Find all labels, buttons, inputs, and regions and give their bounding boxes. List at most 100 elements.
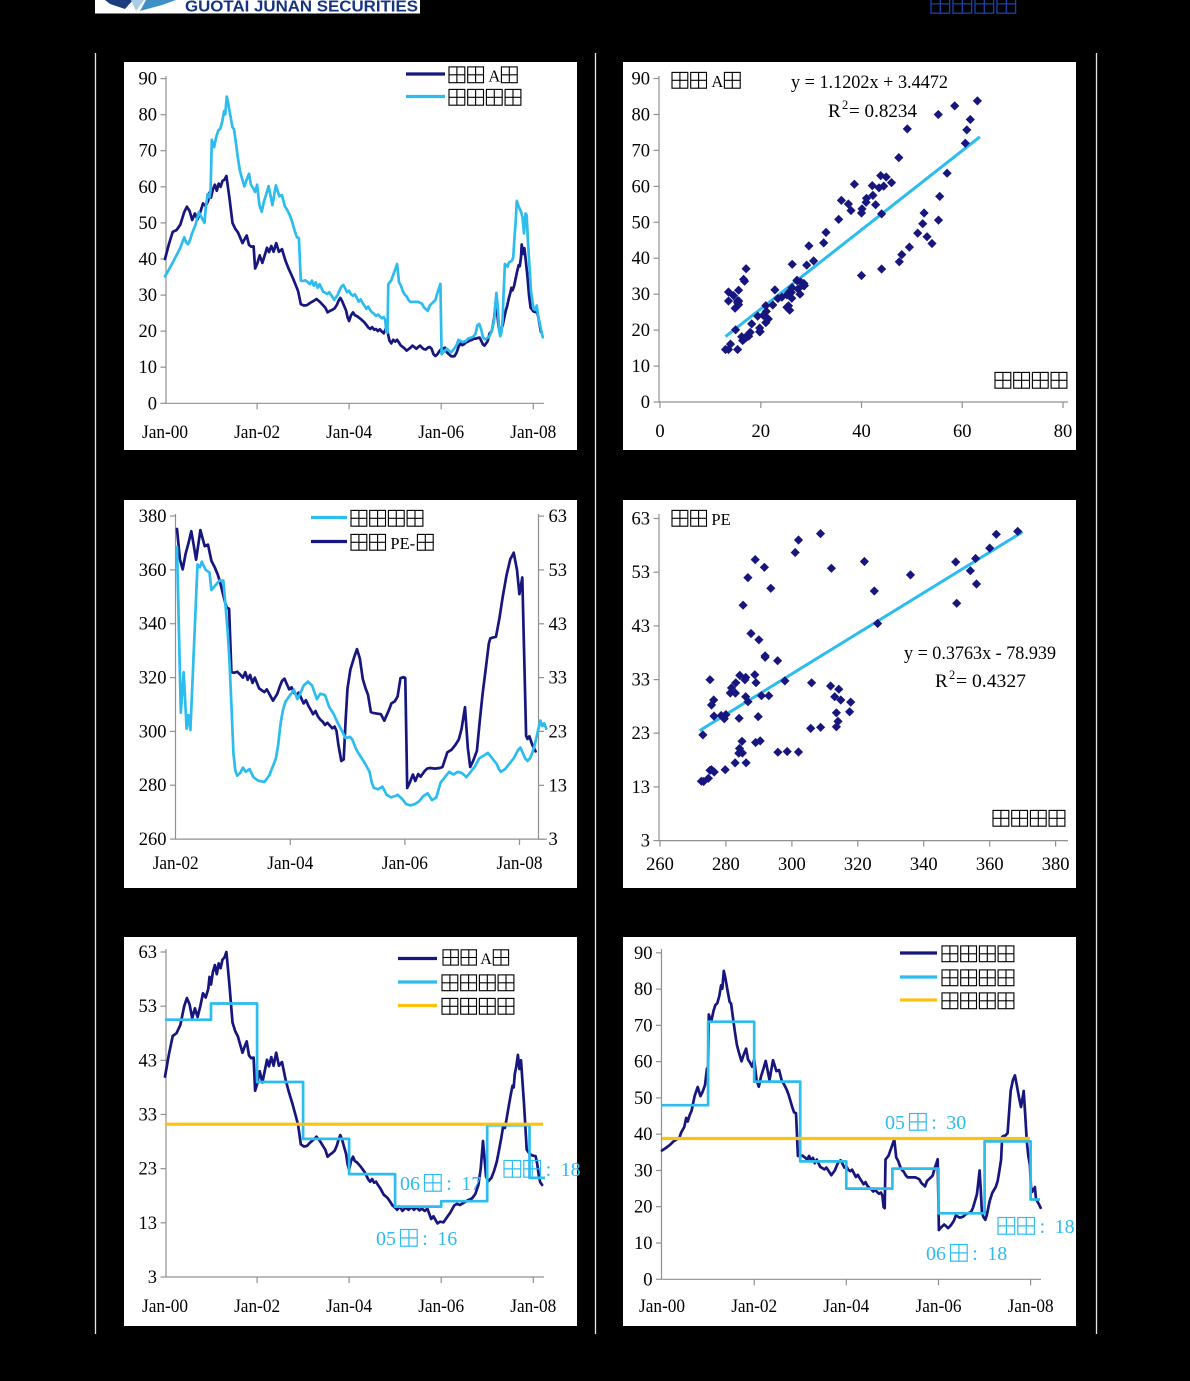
svg-text:Jan-06: Jan-06 [382,854,428,874]
svg-text:Jan-08: Jan-08 [497,854,543,874]
svg-text:Jan-04: Jan-04 [326,423,372,443]
svg-text:20: 20 [139,322,158,342]
svg-text:30: 30 [632,285,651,305]
svg-text::: : [972,1243,978,1265]
svg-text:17: 17 [461,1173,481,1195]
svg-text:06: 06 [400,1173,420,1195]
svg-text:340: 340 [910,855,938,875]
svg-text:Jan-02: Jan-02 [234,423,280,443]
svg-text:PE-: PE- [390,534,415,553]
svg-text::: : [446,1173,452,1195]
svg-text:05: 05 [376,1228,396,1250]
svg-text:A: A [480,951,492,968]
svg-text:A: A [488,67,500,86]
svg-text:380: 380 [139,507,167,527]
svg-text:Jan-00: Jan-00 [142,423,188,443]
svg-text:50: 50 [634,1089,653,1109]
svg-text:40: 40 [139,250,158,270]
svg-text:y = 1.1202x + 3.4472: y = 1.1202x + 3.4472 [791,72,948,93]
svg-text::: : [1040,1216,1046,1238]
svg-text:60: 60 [139,178,158,198]
svg-text:Jan-00: Jan-00 [142,1297,188,1317]
svg-text:30: 30 [139,286,158,306]
svg-text:260: 260 [139,830,167,850]
svg-text:40: 40 [632,249,651,269]
svg-text:320: 320 [139,669,167,689]
svg-text:3: 3 [641,832,650,852]
svg-text:0: 0 [148,394,157,414]
svg-text:18: 18 [561,1159,581,1181]
svg-text:23: 23 [632,724,651,744]
svg-text:300: 300 [778,855,806,875]
svg-text:Jan-08: Jan-08 [510,423,556,443]
svg-text:05: 05 [885,1112,905,1134]
svg-text:23: 23 [139,1160,158,1180]
svg-text:Jan-08: Jan-08 [1008,1297,1054,1317]
svg-text:0: 0 [655,422,664,442]
svg-text:10: 10 [634,1234,653,1254]
svg-text:70: 70 [634,1016,653,1036]
svg-text:63: 63 [632,510,651,530]
svg-text:PE: PE [711,510,730,529]
svg-text:y = 0.3763x - 78.939: y = 0.3763x - 78.939 [904,643,1056,664]
svg-text:Jan-04: Jan-04 [823,1297,869,1317]
svg-text:Jan-06: Jan-06 [916,1297,962,1317]
svg-text:R: R [828,101,841,122]
svg-text:340: 340 [139,615,167,635]
svg-text:380: 380 [1042,855,1070,875]
svg-text:300: 300 [139,722,167,742]
svg-text:Jan-02: Jan-02 [234,1297,280,1317]
svg-text:Jan-08: Jan-08 [510,1297,556,1317]
svg-text:60: 60 [634,1053,653,1073]
svg-text:60: 60 [953,422,972,442]
svg-text:GUOTAI JUNAN SECURITIES: GUOTAI JUNAN SECURITIES [185,0,418,16]
svg-text:33: 33 [549,669,568,689]
svg-text:10: 10 [632,357,651,377]
svg-text:Jan-04: Jan-04 [326,1297,372,1317]
svg-text:Jan-02: Jan-02 [731,1297,777,1317]
svg-text:50: 50 [632,213,651,233]
svg-text:260: 260 [646,855,674,875]
svg-text:90: 90 [632,70,651,90]
svg-text:3: 3 [549,830,558,850]
svg-text:63: 63 [139,943,158,963]
svg-text:0: 0 [641,393,650,413]
svg-text:80: 80 [139,106,158,126]
svg-text:80: 80 [632,106,651,126]
svg-text:320: 320 [844,855,872,875]
svg-text:80: 80 [634,980,653,1000]
svg-text:33: 33 [632,671,651,691]
svg-text:60: 60 [632,177,651,197]
svg-text:53: 53 [139,997,158,1017]
svg-text:06: 06 [926,1243,946,1265]
svg-text:16: 16 [437,1228,457,1250]
svg-text:30: 30 [946,1112,966,1134]
svg-text:80: 80 [1054,422,1073,442]
svg-text:90: 90 [634,944,653,964]
svg-text:360: 360 [139,561,167,581]
svg-text:40: 40 [852,422,871,442]
svg-text:R: R [935,671,948,692]
svg-text:20: 20 [632,321,651,341]
svg-text:23: 23 [549,722,568,742]
svg-text:33: 33 [139,1106,158,1126]
svg-text:= 0.8234: = 0.8234 [849,101,917,122]
svg-text:280: 280 [139,776,167,796]
svg-text:40: 40 [634,1125,653,1145]
svg-text:Jan-06: Jan-06 [418,423,464,443]
svg-text:280: 280 [712,855,740,875]
svg-text:13: 13 [549,776,568,796]
svg-text:63: 63 [549,507,568,527]
svg-text:50: 50 [139,214,158,234]
svg-text:43: 43 [139,1051,158,1071]
svg-text::: : [546,1159,552,1181]
svg-text:3: 3 [148,1268,157,1288]
svg-text:70: 70 [632,141,651,161]
svg-text:13: 13 [139,1214,158,1234]
svg-text:43: 43 [549,615,568,635]
svg-text:Jan-04: Jan-04 [267,854,313,874]
svg-text:A: A [711,72,723,91]
svg-text:18: 18 [987,1243,1007,1265]
svg-text:13: 13 [632,778,651,798]
svg-text:2: 2 [842,98,848,112]
